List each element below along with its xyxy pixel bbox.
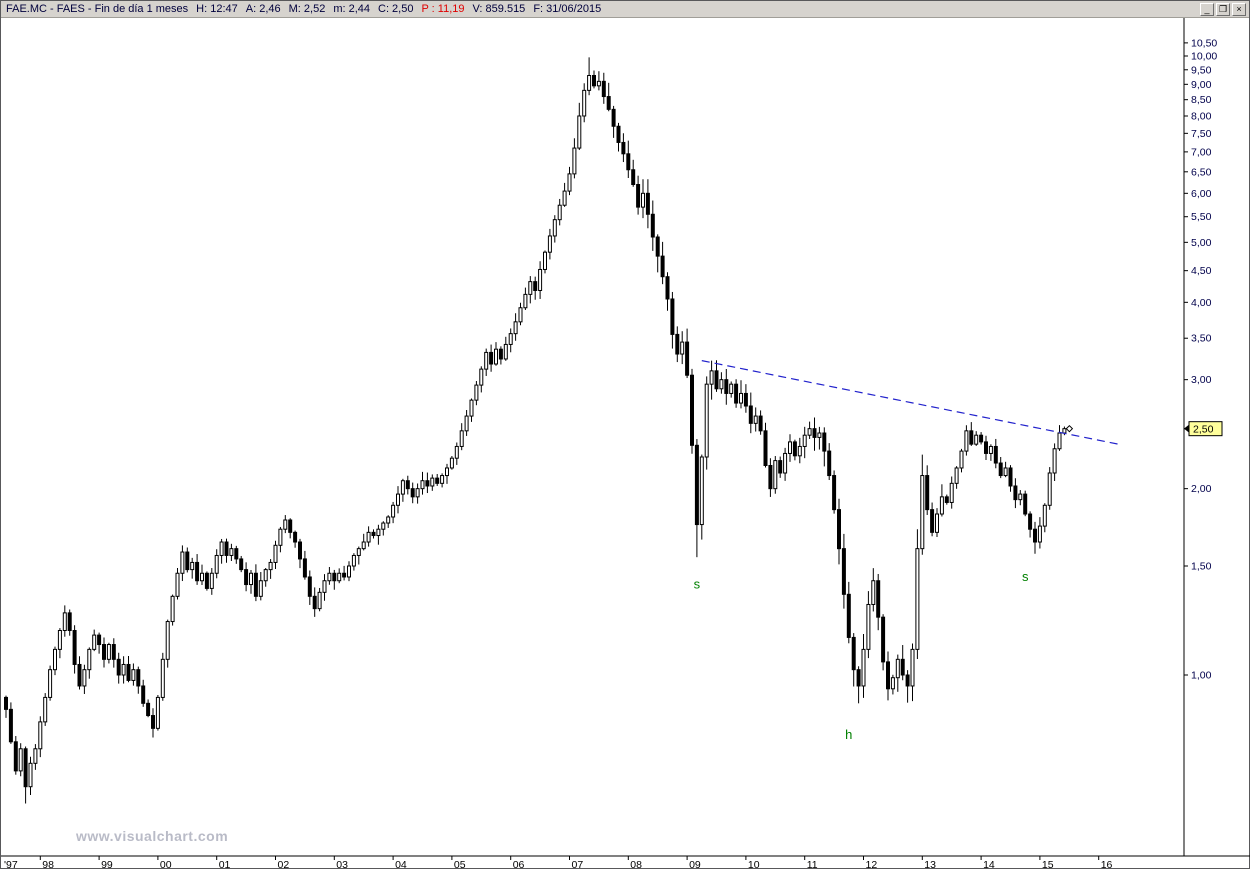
svg-text:10,00: 10,00 (1191, 51, 1217, 63)
svg-text:13: 13 (924, 859, 936, 870)
svg-text:01: 01 (219, 859, 231, 870)
candlestick-chart[interactable]: www.visualchart.com 1,00 1,50 2,00 2,50 3,00… (1, 18, 1250, 870)
trendline[interactable] (701, 360, 1119, 445)
quote-field-c: C: 2,50 (378, 3, 414, 15)
close-button[interactable]: × (1232, 2, 1246, 16)
svg-text:7,00: 7,00 (1191, 146, 1212, 158)
quote-field-max: M: 2,52 (288, 3, 326, 15)
svg-text:07: 07 (572, 859, 584, 870)
quote-field-f: F: 31/06/2015 (533, 3, 602, 15)
svg-text:h: h (845, 727, 852, 742)
svg-text:09: 09 (689, 859, 701, 870)
hs-pattern-labels: s h s (694, 569, 1029, 742)
svg-text:99: 99 (101, 859, 113, 870)
quote-field-p: P : 11,19 (421, 3, 465, 15)
svg-text:02: 02 (278, 859, 290, 870)
quote-field-h: H: 12:47 (196, 3, 238, 15)
svg-text:8,50: 8,50 (1191, 94, 1212, 106)
svg-text:8,00: 8,00 (1191, 110, 1212, 122)
svg-text:03: 03 (336, 859, 348, 870)
svg-text:s: s (694, 577, 701, 592)
svg-text:12: 12 (866, 859, 878, 870)
svg-text:3,50: 3,50 (1191, 333, 1212, 345)
svg-text:16: 16 (1101, 859, 1113, 870)
svg-text:9,50: 9,50 (1191, 64, 1212, 76)
svg-text:5,50: 5,50 (1191, 211, 1212, 223)
svg-text:08: 08 (630, 859, 642, 870)
svg-text:'97: '97 (4, 859, 18, 870)
window-controls: _ ❐ × (1200, 2, 1246, 16)
svg-text:7,50: 7,50 (1191, 128, 1212, 140)
time-axis[interactable]: '97 98 99 00 01 02 03 04 05 06 07 08 09 10 11 12 13 14 15 1… (1, 855, 1250, 870)
svg-text:10,50: 10,50 (1191, 37, 1217, 49)
quote-fields: H: 12:47 A: 2,46 M: 2,52 m: 2,44 C: 2,50 P : … (196, 3, 609, 15)
svg-text:06: 06 (513, 859, 525, 870)
chart-area[interactable]: www.visualchart.com 1,00 1,50 2,00 2,50 3,00… (1, 18, 1250, 870)
svg-text:s: s (1022, 569, 1029, 584)
svg-text:6,00: 6,00 (1191, 188, 1212, 200)
svg-text:1,00: 1,00 (1191, 670, 1212, 682)
svg-text:3,00: 3,00 (1191, 374, 1212, 386)
minimize-button[interactable]: _ (1200, 2, 1214, 16)
svg-text:00: 00 (160, 859, 172, 870)
svg-text:05: 05 (454, 859, 466, 870)
svg-text:11: 11 (807, 859, 818, 870)
svg-text:6,50: 6,50 (1191, 166, 1212, 178)
title-bar: FAE.MC - FAES - Fin de día 1 meses H: 12… (1, 1, 1249, 18)
svg-text:2,00: 2,00 (1191, 483, 1212, 495)
quote-field-v: V: 859.515 (472, 3, 526, 15)
svg-text:1,50: 1,50 (1191, 560, 1212, 572)
svg-text:www.visualchart.com: www.visualchart.com (75, 828, 228, 844)
svg-text:4,50: 4,50 (1191, 265, 1212, 277)
chart-header-info: FAE.MC - FAES - Fin de día 1 meses H: 12… (6, 3, 1200, 15)
last-price-marker: 2,50 (1065, 421, 1223, 437)
restore-button[interactable]: ❐ (1216, 2, 1230, 16)
svg-text:15: 15 (1042, 859, 1054, 870)
svg-text:2,50: 2,50 (1193, 424, 1214, 436)
svg-text:10: 10 (748, 859, 760, 870)
watermark: www.visualchart.com (75, 828, 228, 844)
svg-text:5,00: 5,00 (1191, 237, 1212, 249)
quote-field-min: m: 2,44 (333, 3, 370, 15)
svg-text:9,00: 9,00 (1191, 79, 1212, 91)
symbol-title: FAE.MC - FAES - Fin de día 1 meses (6, 3, 189, 15)
svg-text:98: 98 (42, 859, 54, 870)
svg-text:4,00: 4,00 (1191, 297, 1212, 309)
quote-field-a: A: 2,46 (245, 3, 281, 15)
svg-text:04: 04 (395, 859, 407, 870)
price-axis[interactable]: 1,00 1,50 2,00 2,50 3,00 3,50 4,00 4,50 5,00 5,50… (1183, 18, 1217, 856)
candles-layer[interactable] (4, 57, 1067, 804)
svg-text:14: 14 (983, 859, 995, 870)
